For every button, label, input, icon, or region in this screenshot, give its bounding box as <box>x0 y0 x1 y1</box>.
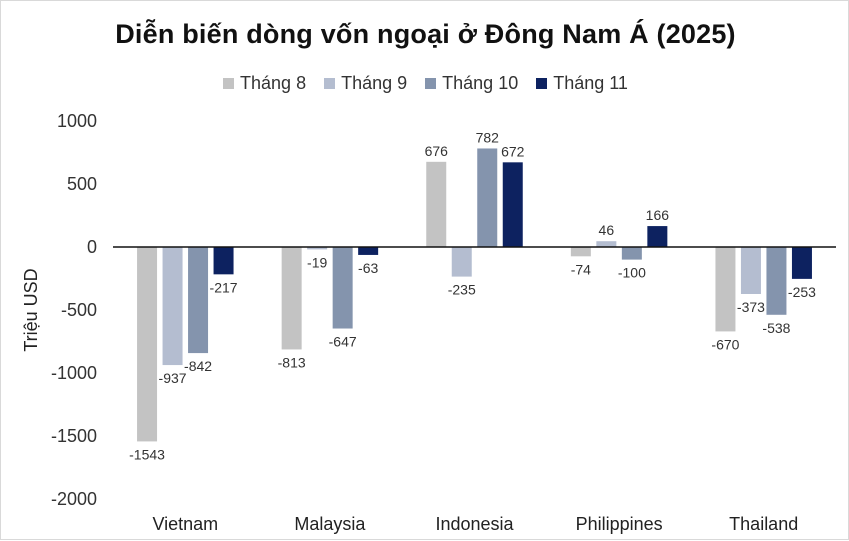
bar <box>715 247 736 332</box>
legend-swatch <box>425 78 437 89</box>
y-tick-label: 0 <box>87 237 97 257</box>
data-label: -74 <box>571 261 591 277</box>
legend-label: Tháng 10 <box>442 73 519 93</box>
data-label: -813 <box>278 354 306 370</box>
legend-item-thang-10: Tháng 10 <box>425 73 518 94</box>
data-label: 676 <box>425 143 449 159</box>
data-label: -937 <box>159 370 187 386</box>
bar <box>307 247 328 250</box>
bar <box>596 241 617 247</box>
data-label: 782 <box>476 129 500 145</box>
bar <box>426 161 447 247</box>
bar <box>502 162 523 247</box>
y-tick-label: -1500 <box>51 426 97 446</box>
legend-label: Tháng 9 <box>341 73 408 93</box>
legend-label: Tháng 11 <box>553 73 628 93</box>
y-tick-label: -2000 <box>51 489 97 509</box>
data-label: -253 <box>788 284 816 300</box>
legend-swatch <box>324 78 336 89</box>
bar <box>188 247 209 354</box>
data-label: -670 <box>711 336 739 352</box>
bar <box>451 247 472 277</box>
data-label: -63 <box>358 260 378 276</box>
x-tick-label: Philippines <box>576 514 663 534</box>
legend-item-thang-9: Tháng 9 <box>324 73 407 94</box>
data-label: 166 <box>646 207 670 223</box>
bar <box>162 247 183 366</box>
data-label: -100 <box>618 265 646 281</box>
legend-swatch <box>223 78 235 89</box>
y-tick-label: -500 <box>61 300 97 320</box>
legend-swatch <box>536 78 548 89</box>
x-tick-label: Malaysia <box>294 514 366 534</box>
bar <box>332 247 353 329</box>
y-axis-label: Triệu USD <box>21 268 41 351</box>
bar <box>477 148 498 247</box>
data-label: -647 <box>329 334 357 350</box>
bar <box>137 247 158 442</box>
bar <box>621 247 642 260</box>
data-label: -235 <box>448 282 476 298</box>
bar <box>358 247 379 255</box>
y-tick-label: 1000 <box>57 111 97 131</box>
bar <box>213 247 234 275</box>
data-label: 672 <box>501 143 525 159</box>
data-label: 46 <box>599 222 615 238</box>
data-label: -1543 <box>129 446 165 462</box>
bar <box>766 247 787 315</box>
data-label: -842 <box>184 358 212 374</box>
chart-title: Diễn biến dòng vốn ngoại ở Đông Nam Á (2… <box>115 19 736 49</box>
bar <box>570 247 591 257</box>
bar <box>647 226 668 247</box>
data-label: -538 <box>762 320 790 336</box>
chart-legend: Tháng 8 Tháng 9 Tháng 10 Tháng 11 <box>1 73 849 94</box>
y-tick-label: -1000 <box>51 363 97 383</box>
y-tick-label: 500 <box>67 174 97 194</box>
bar <box>740 247 761 294</box>
x-tick-label: Indonesia <box>435 514 514 534</box>
bar <box>791 247 812 279</box>
data-label: -19 <box>307 254 327 270</box>
data-label: -373 <box>737 299 765 315</box>
data-label: -217 <box>210 279 238 295</box>
bar <box>281 247 302 350</box>
legend-item-thang-11: Tháng 11 <box>536 73 628 94</box>
legend-item-thang-8: Tháng 8 <box>223 73 306 94</box>
x-tick-label: Vietnam <box>152 514 218 534</box>
legend-label: Tháng 8 <box>240 73 307 93</box>
x-tick-label: Thailand <box>729 514 798 534</box>
